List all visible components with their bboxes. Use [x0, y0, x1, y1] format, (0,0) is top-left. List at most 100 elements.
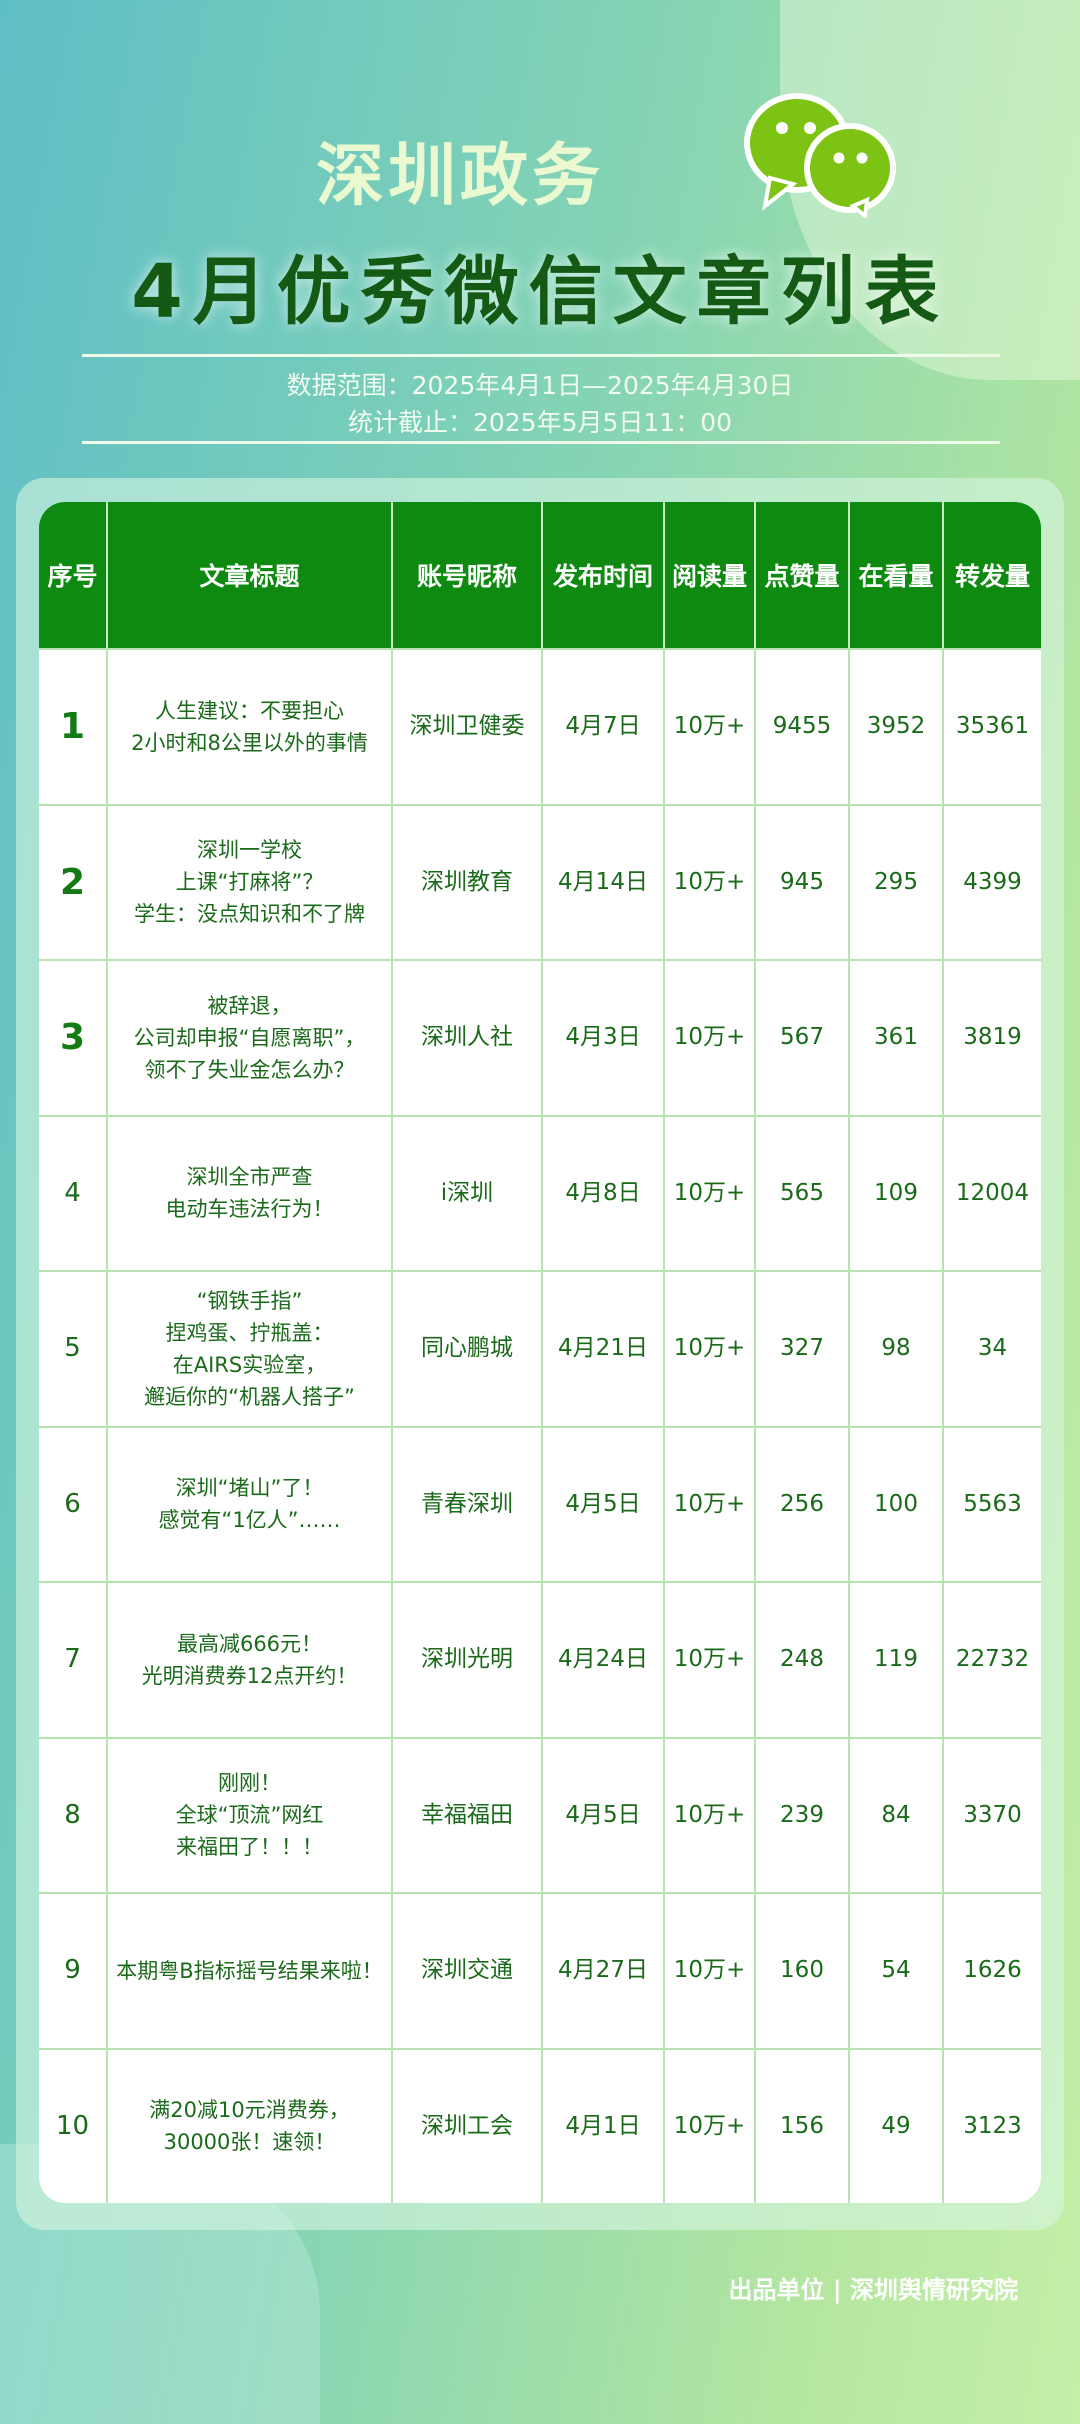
account-cell: i深圳: [393, 1114, 543, 1270]
col-reads: 阅读量: [665, 502, 756, 648]
reads-cell: 10万+: [665, 1581, 756, 1737]
title-line: 在AIRS实验室，: [172, 1352, 327, 1377]
likes-cell: 156: [756, 2047, 850, 2203]
title-line: 人生建议：不要担心: [155, 698, 344, 723]
likes-cell: 239: [756, 1736, 850, 1892]
footer-credit: 出品单位 | 深圳舆情研究院: [728, 2276, 1018, 2304]
divider: [82, 441, 1000, 444]
date-cell: 4月21日: [543, 1270, 665, 1426]
table-row: 4 深圳全市严查 电动车违法行为！ i深圳 4月8日 10万+ 565 109 12004: [39, 1114, 1041, 1270]
account-cell: 深圳卫健委: [393, 648, 543, 804]
col-account: 账号昵称: [393, 502, 543, 648]
title-line: 上课“打麻将”？: [175, 870, 324, 895]
title-line: 30000张！速领！: [163, 2130, 336, 2155]
date-cell: 4月1日: [543, 2047, 665, 2203]
rank-cell: 1: [39, 648, 108, 804]
watching-cell: 361: [850, 959, 944, 1115]
table-row: 3 被辞退， 公司却申报“自愿离职”， 领不了失业金怎么办？ 深圳人社 4月3日 10万+ 5…: [39, 959, 1041, 1115]
title-cell: 本期粤B指标摇号结果来啦！: [108, 1892, 393, 2048]
date-cell: 4月5日: [543, 1736, 665, 1892]
stat-cutoff: 统计截止：2025年5月5日11：00: [347, 408, 733, 437]
table-header: 序号 文章标题 账号昵称 发布时间 阅读量 点赞量 在看量 转发量: [39, 502, 1041, 648]
watching-cell: 54: [850, 1892, 944, 2048]
title-line: 捏鸡蛋、拧瓶盖：: [165, 1320, 334, 1345]
likes-cell: 248: [756, 1581, 850, 1737]
date-cell: 4月14日: [543, 803, 665, 959]
watching-cell: 100: [850, 1425, 944, 1581]
title-line: 领不了失业金怎么办？: [144, 1057, 355, 1082]
reads-cell: 10万+: [665, 1114, 756, 1270]
title-line: 满20减10元消费券，: [149, 2098, 350, 2123]
title-line: 全球“顶流”网红: [175, 1803, 324, 1828]
reads-cell: 10万+: [665, 1892, 756, 2048]
rank-cell: 2: [39, 803, 108, 959]
reads-cell: 10万+: [665, 959, 756, 1115]
brand-title: 深圳政务: [315, 137, 604, 216]
title-line: 电动车违法行为！: [165, 1197, 334, 1222]
title-line: 被辞退，: [207, 993, 292, 1018]
rank-cell: 8: [39, 1736, 108, 1892]
col-likes: 点赞量: [756, 502, 850, 648]
title-cell: “钢铁手指” 捏鸡蛋、拧瓶盖： 在AIRS实验室， 邂逅你的“机器人搭子”: [108, 1270, 393, 1426]
likes-cell: 327: [756, 1270, 850, 1426]
likes-cell: 9455: [756, 648, 850, 804]
title-line: 2小时和8公里以外的事情: [131, 730, 368, 755]
shares-cell: 4399: [944, 803, 1041, 960]
watching-cell: 109: [850, 1114, 944, 1270]
date-cell: 4月5日: [543, 1425, 665, 1581]
col-shares: 转发量: [944, 502, 1041, 648]
watching-cell: 119: [850, 1581, 944, 1737]
title-line: 来福田了！！！: [176, 1835, 323, 1860]
title-cell: 满20减10元消费券， 30000张！速领！: [108, 2047, 393, 2203]
title-cell: 最高减666元！ 光明消费券12点开约！: [108, 1581, 393, 1737]
shares-cell: 3819: [944, 959, 1041, 1115]
data-range: 数据范围：2025年4月1日—2025年4月30日: [286, 371, 794, 400]
title-line: 刚刚！: [218, 1771, 281, 1796]
watching-cell: 84: [850, 1736, 944, 1892]
title-line: 邂逅你的“机器人搭子”: [144, 1384, 355, 1409]
watching-cell: 3952: [850, 648, 944, 804]
reads-cell: 10万+: [665, 803, 756, 959]
reads-cell: 10万+: [665, 2047, 756, 2203]
rank-cell: 10: [39, 2047, 108, 2203]
likes-cell: 565: [756, 1114, 850, 1270]
likes-cell: 945: [756, 803, 850, 959]
title-cell: 被辞退， 公司却申报“自愿离职”， 领不了失业金怎么办？: [108, 959, 393, 1115]
col-watching: 在看量: [850, 502, 944, 648]
table-row: 1 人生建议：不要担心 2小时和8公里以外的事情 深圳卫健委 4月7日 10万+ 9455 3…: [39, 648, 1041, 804]
date-cell: 4月7日: [543, 648, 665, 804]
reads-cell: 10万+: [665, 1736, 756, 1892]
rank-cell: 6: [39, 1425, 108, 1581]
date-cell: 4月3日: [543, 959, 665, 1115]
watching-cell: 295: [850, 803, 944, 959]
title-line: 最高减666元！: [176, 1631, 323, 1656]
shares-cell: 1626: [944, 1892, 1041, 2048]
likes-cell: 567: [756, 959, 850, 1115]
title-cell: 深圳一学校上课“打麻将”？ 学生：没点知识和不了牌: [108, 803, 393, 959]
likes-cell: 256: [756, 1425, 850, 1581]
date-cell: 4月24日: [543, 1581, 665, 1737]
account-cell: 深圳工会: [393, 2047, 543, 2203]
reads-cell: 10万+: [665, 648, 756, 804]
shares-cell: 22732: [944, 1581, 1041, 1737]
likes-cell: 160: [756, 1892, 850, 2048]
account-cell: 深圳人社: [393, 959, 543, 1115]
date-cell: 4月8日: [543, 1114, 665, 1270]
rank-cell: 5: [39, 1270, 108, 1426]
title-line: 深圳一学校: [197, 838, 302, 863]
table-row: 8 刚刚！ 全球“顶流”网红 来福田了！！！ 幸福福田 4月5日 10万+ 239 84 3370: [39, 1736, 1041, 1893]
table-row: 7 最高减666元！ 光明消费券12点开约！ 深圳光明 4月24日 10万+ 248 119 2…: [39, 1581, 1041, 1737]
table-row: 5 “钢铁手指” 捏鸡蛋、拧瓶盖： 在AIRS实验室， 邂逅你的“机器人搭子” 同心鹏城 4…: [39, 1270, 1041, 1426]
watching-cell: 49: [850, 2047, 944, 2203]
title-cell: 深圳“堵山”了！ 感觉有“1亿人”……: [108, 1425, 393, 1581]
rank-cell: 7: [39, 1581, 108, 1737]
reads-cell: 10万+: [665, 1270, 756, 1426]
articles-table: 序号 文章标题 账号昵称 发布时间 阅读量 点赞量 在看量 转发量 1 人生建议：…: [39, 502, 1041, 2203]
title-line: 学生：没点知识和不了牌: [134, 902, 365, 927]
shares-cell: 3370: [944, 1736, 1041, 1893]
page-title: 4月优秀微信文章列表: [131, 249, 949, 335]
title-line: 深圳“堵山”了！: [175, 1476, 324, 1501]
shares-cell: 35361: [944, 648, 1041, 804]
wechat-icon: [744, 93, 896, 218]
title-line: “钢铁手指”: [196, 1288, 303, 1313]
